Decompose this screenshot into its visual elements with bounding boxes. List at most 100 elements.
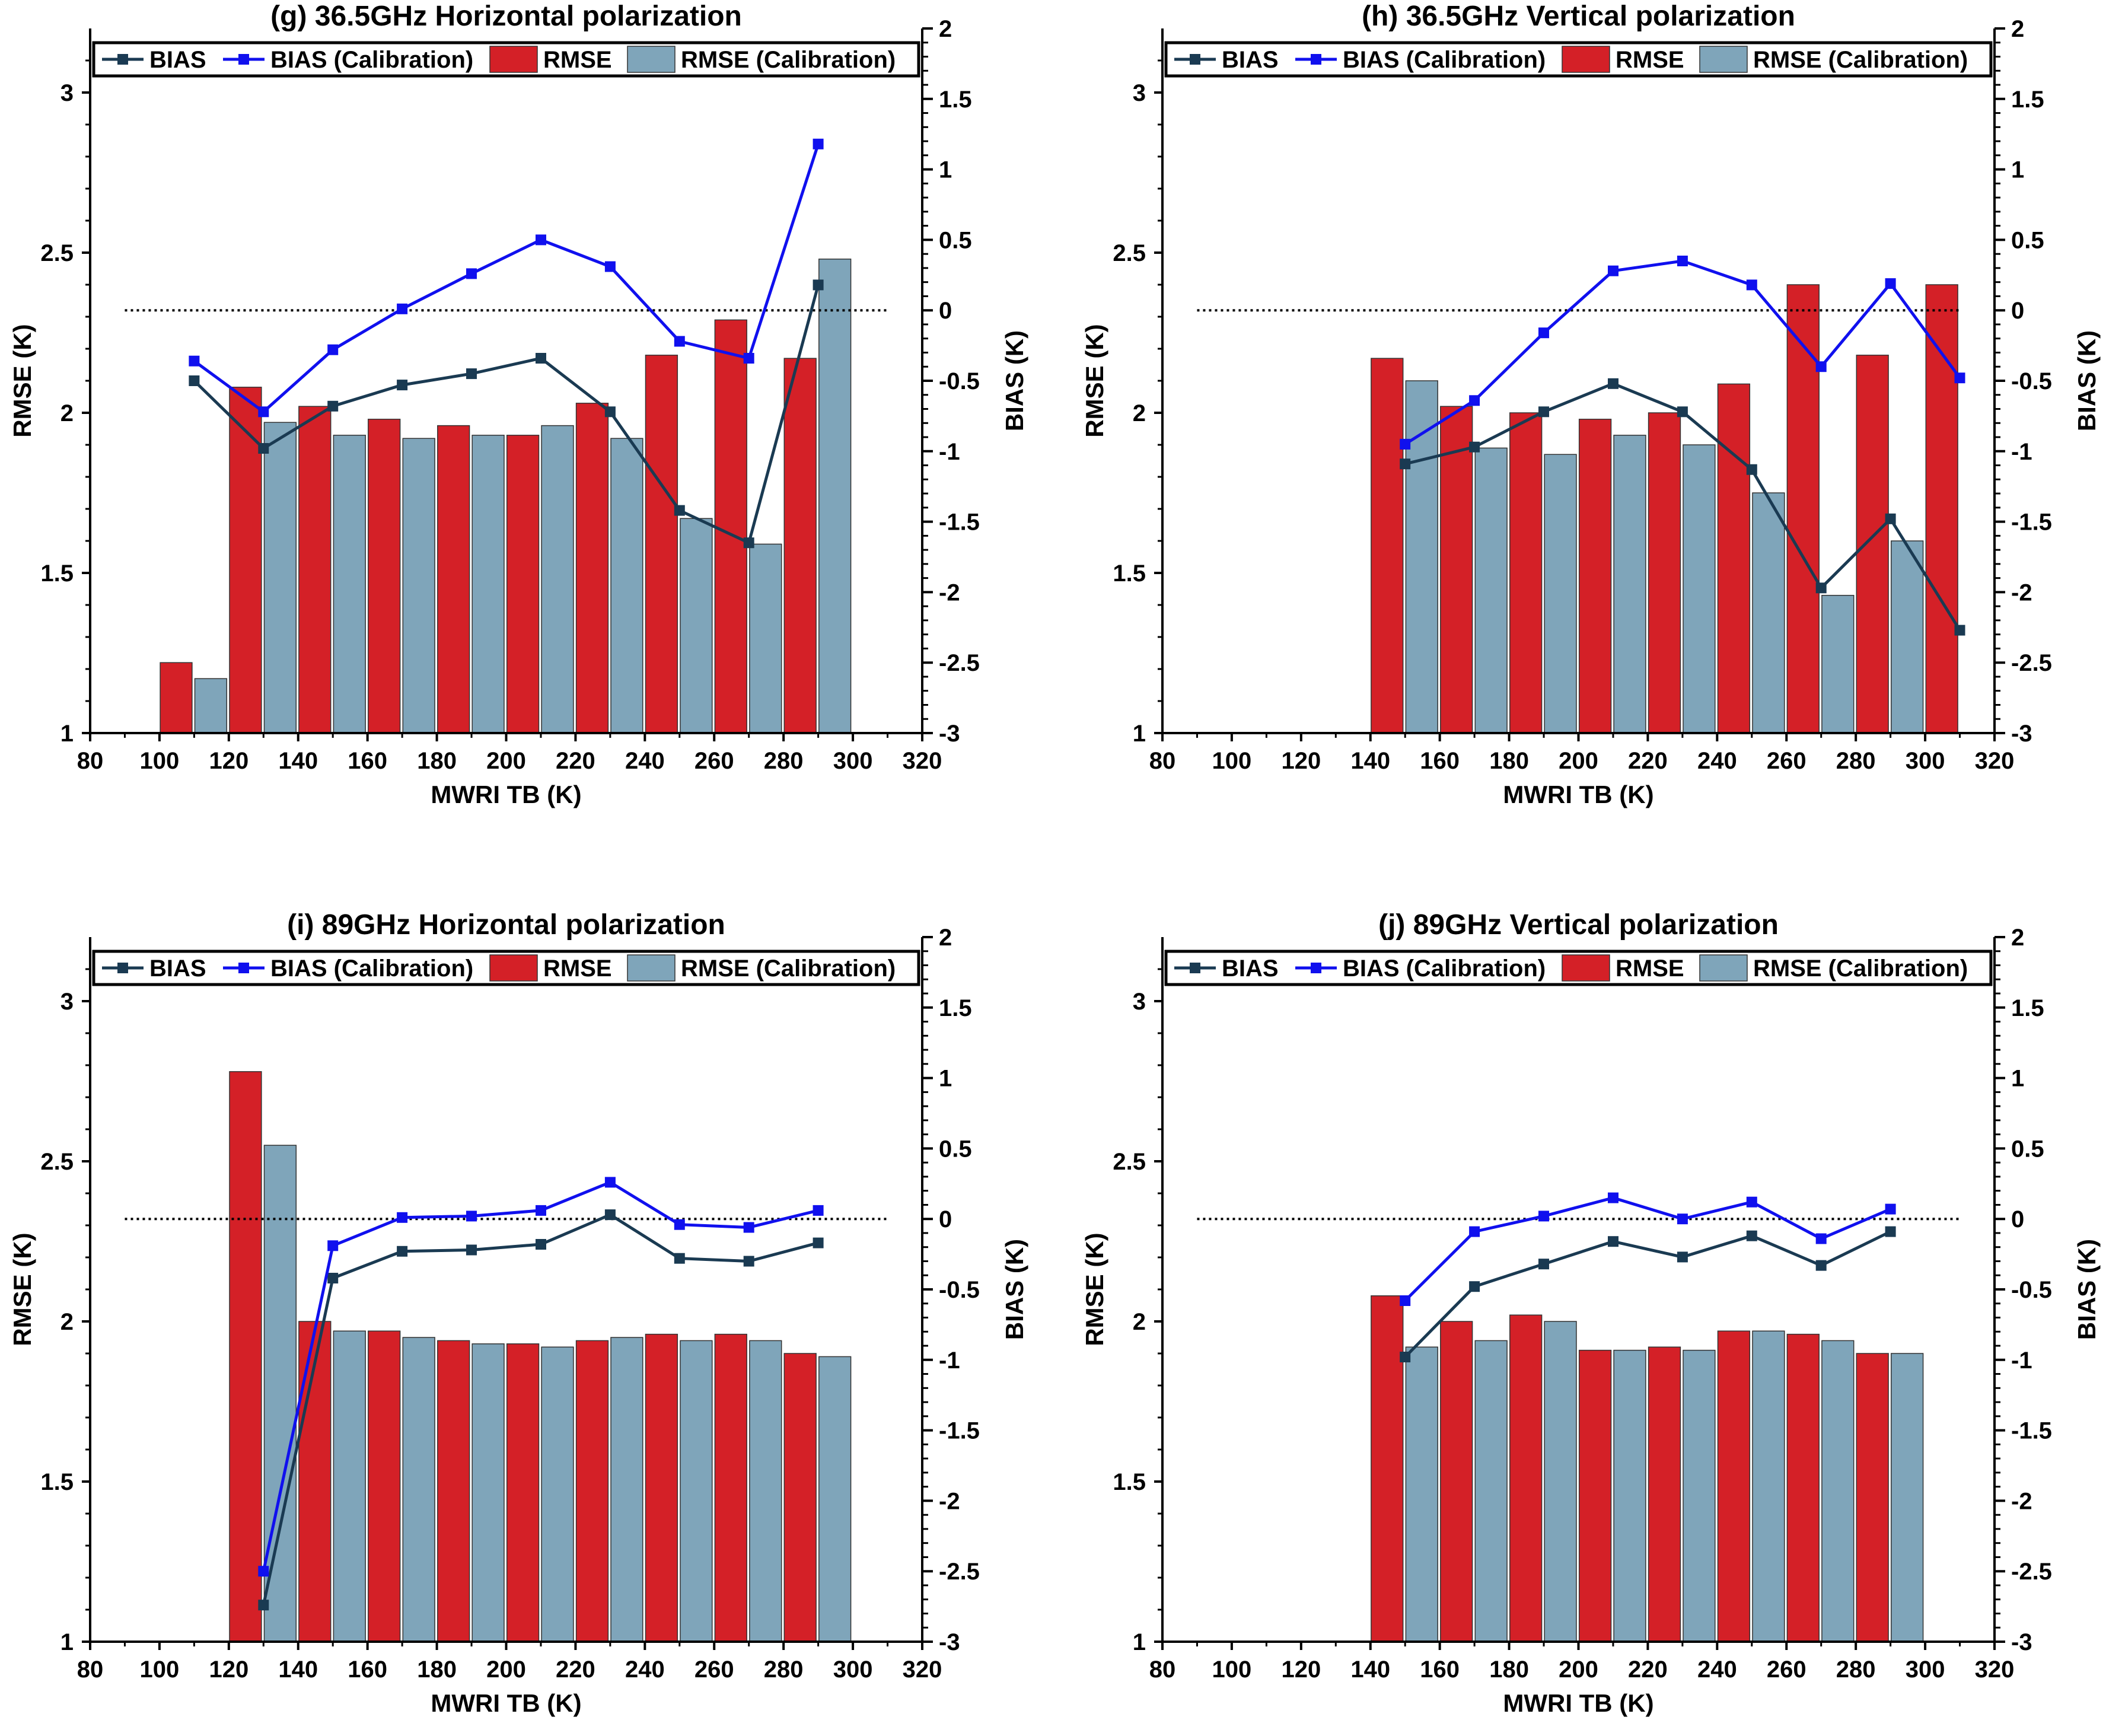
legend-bias-marker — [117, 54, 128, 65]
bias-calibration-marker — [1469, 1226, 1480, 1237]
rmse-bar — [229, 387, 262, 734]
bias-calibration-marker — [813, 138, 824, 149]
bias-marker — [1746, 464, 1757, 475]
bias-calibration-marker — [189, 355, 200, 367]
y2-tick-label: 1 — [939, 157, 952, 183]
bias-line — [193, 284, 820, 545]
y2-tick-label: -1 — [2011, 1348, 2032, 1374]
x-tick-label: 300 — [833, 748, 873, 774]
y2-tick-label: 2 — [939, 925, 952, 951]
legend: BIAS BIAS (Calibration) RMSE RMSE (Calibrat… — [1164, 950, 1993, 986]
legend-bias-label: BIAS — [1222, 47, 1279, 73]
legend-rmse-label: RMSE — [543, 47, 612, 73]
x-tick-label: 120 — [1281, 748, 1321, 774]
legend: BIAS BIAS (Calibration) RMSE RMSE (Calibrat… — [92, 41, 920, 78]
bias-marker — [1815, 1260, 1827, 1271]
y2-tick-label: -1 — [939, 439, 960, 465]
bias-calibration-marker — [1885, 278, 1896, 289]
x-tick-label: 280 — [764, 748, 804, 774]
bias-calibration-marker — [466, 1211, 477, 1222]
rmse-bar — [1371, 358, 1404, 734]
rmse-bar — [1856, 1353, 1889, 1642]
y-tick-label: 1 — [60, 1629, 74, 1655]
x-tick-label: 140 — [278, 748, 318, 774]
y2-tick-label: -2 — [2011, 579, 2032, 606]
x-tick-label: 140 — [278, 1657, 318, 1683]
x-tick-label: 240 — [1697, 1657, 1737, 1683]
bias-calibration-line — [1404, 1196, 1891, 1302]
bias-marker — [466, 1244, 477, 1256]
legend-bias-calibration-marker — [238, 963, 249, 973]
rmse-calibration-bar — [1891, 1353, 1924, 1642]
legend-rmse-calibration-label: RMSE (Calibration) — [681, 47, 896, 73]
x-tick-label: 320 — [1975, 1657, 2015, 1683]
rmse-bar — [714, 319, 747, 734]
bias-marker — [536, 1239, 546, 1250]
bias-marker — [1608, 378, 1618, 389]
legend-rmse-calibration-label: RMSE (Calibration) — [681, 955, 896, 982]
x-tick-label: 180 — [417, 1657, 457, 1683]
legend-bias-calibration-marker — [1311, 963, 1321, 973]
y-tick-label: 2.5 — [40, 1149, 74, 1175]
y2-tick-label: -0.5 — [2011, 1277, 2052, 1303]
rmse-bar — [437, 1340, 470, 1642]
y2-tick-label: -0.5 — [2011, 368, 2052, 394]
rmse-calibration-bar — [471, 435, 505, 734]
x-tick-label: 160 — [1420, 1657, 1460, 1683]
bias-marker — [604, 1209, 616, 1221]
x-tick-label: 260 — [694, 1657, 734, 1683]
rmse-calibration-bar — [818, 1356, 852, 1642]
rmse-bar — [1925, 284, 1958, 734]
rmse-calibration-bar — [749, 543, 782, 734]
rmse-calibration-bar — [1474, 447, 1508, 734]
x-tick-label: 160 — [348, 1657, 387, 1683]
bias-calibration-marker — [397, 303, 408, 314]
bias-calibration-marker — [1746, 1196, 1757, 1208]
legend-bias-calibration-label: BIAS (Calibration) — [1343, 47, 1546, 73]
bias-marker — [397, 1246, 408, 1257]
x-tick-label: 240 — [625, 1657, 665, 1683]
rmse-bar — [645, 355, 678, 734]
y-tick-label: 2 — [1133, 400, 1146, 426]
legend-bias-label: BIAS — [149, 955, 206, 982]
bias-calibration-marker — [1538, 1211, 1549, 1222]
y2-tick-label: -2 — [2011, 1488, 2032, 1514]
legend-rmse-swatch — [489, 954, 538, 982]
rmse-calibration-bar — [1613, 1349, 1646, 1642]
bias-calibration-marker — [1746, 279, 1757, 291]
rmse-bar — [1717, 1330, 1751, 1642]
rmse-calibration-bar — [471, 1343, 505, 1642]
y2-tick-label: -1.5 — [2011, 509, 2052, 536]
bias-marker — [189, 375, 200, 386]
x-tick-label: 160 — [348, 748, 387, 774]
bias-calibration-marker — [1954, 372, 1965, 384]
rmse-bar — [160, 662, 193, 734]
bias-calibration-marker — [1815, 1233, 1827, 1244]
bias-marker — [1400, 1352, 1411, 1362]
x-tick-label: 260 — [694, 748, 734, 774]
bias-calibration-marker — [1608, 265, 1618, 276]
bias-marker — [1538, 406, 1549, 418]
rmse-calibration-bar — [610, 438, 643, 734]
bias-calibration-marker — [536, 1205, 546, 1216]
x-tick-label: 220 — [556, 748, 595, 774]
bias-calibration-marker — [1400, 438, 1411, 450]
rmse-calibration-bar — [402, 438, 435, 734]
bias-calibration-marker — [466, 268, 477, 279]
bias-calibration-marker — [258, 406, 269, 418]
rmse-calibration-bar — [402, 1337, 435, 1642]
y2-axis-label: BIAS (K) — [1001, 1239, 1028, 1340]
x-axis-label: MWRI TB (K) — [431, 781, 581, 808]
legend-bias-calibration-marker — [238, 54, 249, 65]
rmse-bar — [506, 435, 540, 734]
x-tick-label: 320 — [903, 748, 942, 774]
legend-rmse-label: RMSE — [1616, 47, 1684, 73]
bias-marker — [674, 1253, 685, 1264]
rmse-calibration-bar — [1891, 540, 1924, 734]
y-axis-label: RMSE (K) — [8, 1232, 36, 1346]
x-tick-label: 140 — [1350, 1657, 1390, 1683]
rmse-bar — [506, 1343, 540, 1642]
x-tick-label: 300 — [1906, 1657, 1945, 1683]
rmse-calibration-bar — [194, 678, 228, 734]
